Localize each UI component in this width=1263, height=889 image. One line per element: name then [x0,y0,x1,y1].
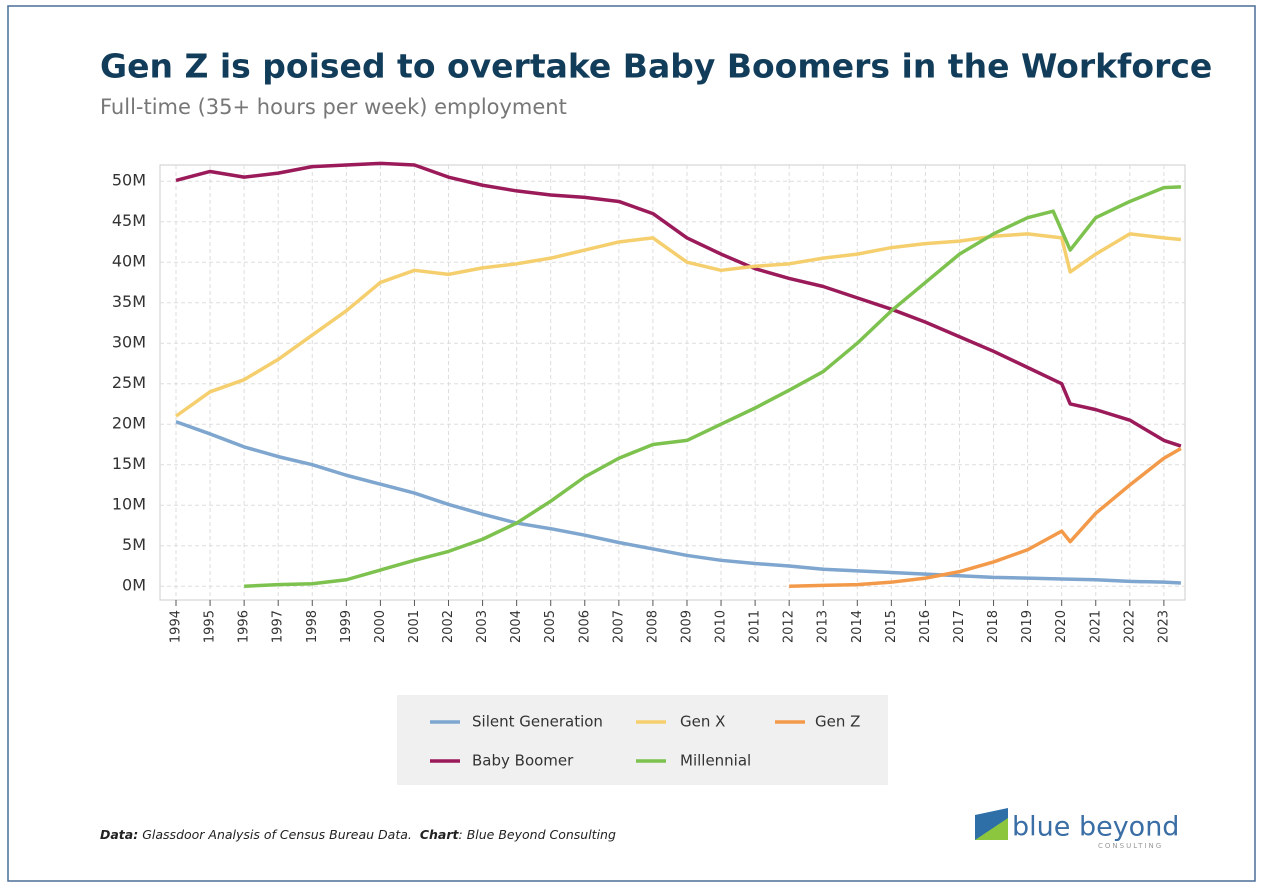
x-tick-label: 2023 [1156,610,1171,643]
x-tick-label: 2002 [441,610,456,643]
logo: blue beyond CONSULTING [975,808,1179,850]
x-tick-label: 1996 [237,610,252,643]
y-tick-label: 10M [112,495,146,514]
logo-tagline: CONSULTING [1098,842,1163,850]
footer-chart-text: : Blue Beyond Consulting [459,827,616,842]
plot-frame [159,164,1186,601]
x-tick-label: 2005 [543,610,558,643]
y-tick-label: 40M [112,252,146,271]
x-tick-label: 2021 [1088,610,1103,643]
y-tick-label: 50M [112,171,146,190]
x-tick-label: 2018 [986,610,1001,643]
x-tick-label: 1997 [271,610,286,643]
logo-icon-accent [975,818,1008,840]
y-tick-label: 0M [122,576,146,595]
footer-chart-label: Chart [420,827,460,842]
x-tick-label: 2017 [952,610,967,643]
footer-data-text: Glassdoor Analysis of Census Bureau Data… [142,827,412,842]
y-tick-label: 35M [112,292,146,311]
footer: Data: Glassdoor Analysis of Census Burea… [100,827,616,842]
x-tick-label: 2001 [407,610,422,643]
legend [397,695,888,785]
x-tick-label: 1995 [203,610,218,643]
x-tick-label: 2007 [611,610,626,643]
series-line [244,185,1181,588]
x-tick-label: 2022 [1122,610,1137,643]
x-tick-label: 1999 [339,610,354,643]
x-tick-label: 2008 [645,610,660,643]
x-tick-label: 2013 [816,610,831,643]
legend-label: Gen X [680,713,725,731]
y-tick-label: 45M [112,211,146,230]
chart-subtitle: Full-time (35+ hours per week) employmen… [100,95,567,119]
x-tick-label: 2020 [1054,610,1069,643]
y-tick-label: 15M [112,454,146,473]
series-line [175,420,1181,585]
logo-name: blue beyond [1012,812,1179,843]
x-tick-label: 2000 [373,610,388,643]
x-tick-label: 2014 [850,610,865,643]
y-tick-label: 30M [112,333,146,352]
footer-data-label: Data: [100,827,138,842]
y-tick-label: 5M [122,535,146,554]
legend-label: Silent Generation [472,713,603,731]
x-tick-label: 1998 [305,610,320,643]
x-tick-label: 2019 [1020,610,1035,643]
x-tick-label: 1994 [169,610,184,643]
x-tick-label: 2009 [679,610,694,643]
chart-title: Gen Z is poised to overtake Baby Boomers… [100,47,1212,86]
x-tick-label: 2011 [748,610,763,643]
x-tick-label: 2016 [918,610,933,643]
y-tick-label: 25M [112,373,146,392]
x-tick-label: 2010 [714,610,729,643]
x-tick-label: 2004 [509,610,524,643]
x-tick-label: 2006 [577,610,592,643]
series-line [174,232,1182,418]
y-tick-label: 20M [112,414,146,433]
x-tick-label: 2015 [884,610,899,643]
legend-label: Gen Z [815,713,860,731]
x-tick-label: 2003 [475,610,490,643]
legend-label: Baby Boomer [472,752,574,770]
legend-label: Millennial [680,752,751,770]
x-tick-label: 2012 [782,610,797,643]
series-line [175,161,1182,448]
series-line [789,447,1182,588]
